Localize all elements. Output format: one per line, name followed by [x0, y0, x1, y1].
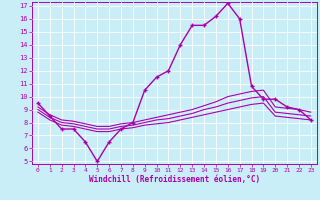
- X-axis label: Windchill (Refroidissement éolien,°C): Windchill (Refroidissement éolien,°C): [89, 175, 260, 184]
